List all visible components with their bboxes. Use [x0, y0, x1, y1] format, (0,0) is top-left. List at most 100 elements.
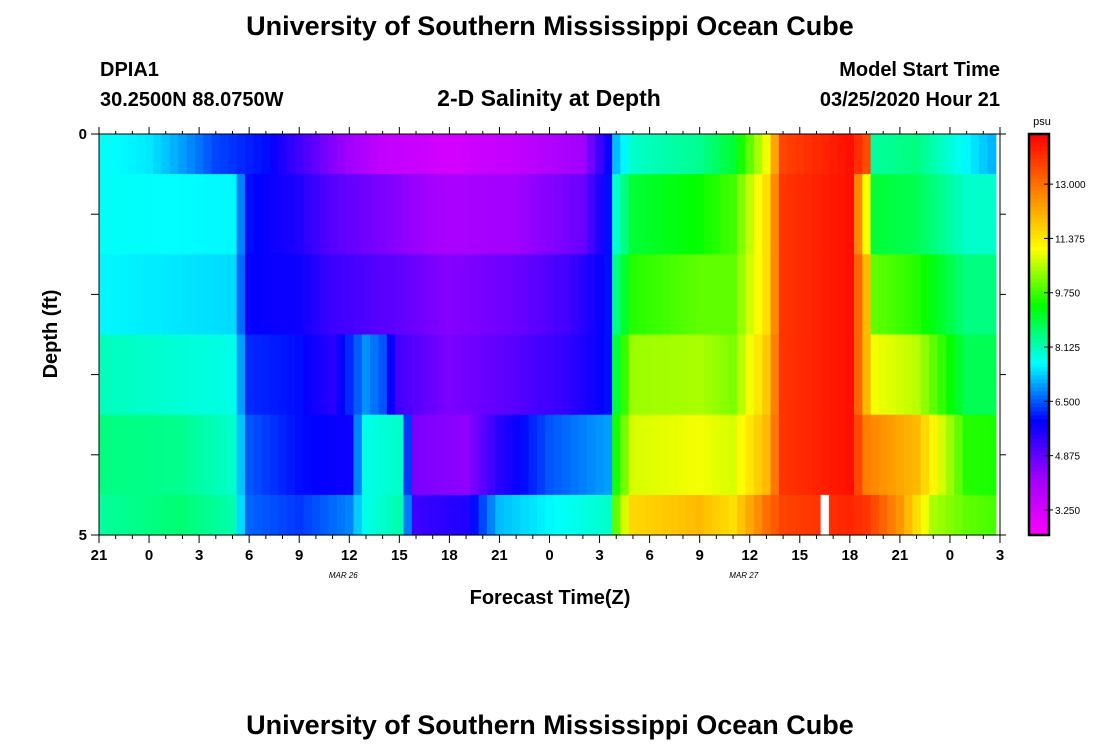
heatmap-cell: [311, 334, 321, 416]
heatmap-cell: [520, 174, 530, 255]
heatmap-cell: [245, 414, 254, 496]
heatmap-cell: [511, 174, 521, 255]
heatmap-cell: [945, 134, 955, 175]
heatmap-cell: [99, 414, 104, 496]
heatmap-cell: [169, 414, 179, 496]
colorbar-segment: [1029, 462, 1049, 468]
heatmap-cell: [528, 174, 538, 255]
heatmap-cell: [962, 134, 972, 175]
heatmap-cell: [603, 334, 613, 416]
date-label: MAR 26: [329, 571, 358, 580]
heatmap-cell: [562, 174, 571, 255]
heatmap-cell: [720, 174, 730, 255]
heatmap-cell: [712, 134, 722, 175]
heatmap-cell: [670, 134, 680, 175]
heatmap-cell: [403, 254, 413, 336]
heatmap-cell: [328, 254, 338, 336]
heatmap-cell: [870, 254, 880, 336]
colorbar-segment: [1029, 206, 1049, 211]
heatmap-cell: [745, 414, 755, 496]
heatmap-cell: [612, 174, 622, 255]
heatmap-cell: [128, 174, 138, 255]
heatmap-cell: [428, 254, 438, 336]
heatmap-cell: [879, 174, 888, 255]
heatmap-cell: [245, 174, 254, 255]
heatmap-cell: [887, 174, 897, 255]
heatmap-cell: [820, 414, 830, 496]
heatmap-cell: [920, 254, 930, 336]
heatmap-cell: [470, 174, 480, 255]
heatmap-cell: [645, 134, 655, 175]
heatmap-cell: [245, 254, 254, 336]
colorbar-segment: [1029, 242, 1049, 247]
heatmap-cell: [169, 494, 179, 536]
heatmap-cell: [203, 254, 213, 336]
heatmap-cell: [345, 494, 355, 536]
heatmap-cell: [136, 414, 146, 496]
heatmap-cell: [854, 134, 863, 175]
heatmap-cell: [912, 414, 922, 496]
heatmap-cell: [870, 494, 880, 536]
heatmap-cell: [228, 254, 238, 336]
heatmap-cell: [845, 414, 855, 496]
heatmap-cell: [311, 134, 321, 175]
heatmap-cell: [603, 414, 613, 496]
heatmap-cell: [987, 134, 997, 175]
heatmap-cell: [795, 174, 805, 255]
colorbar-segment: [1029, 510, 1049, 516]
heatmap-cell: [887, 134, 897, 175]
heatmap-cell: [270, 174, 279, 255]
colorbar-segment: [1029, 342, 1049, 348]
heatmap-cell: [428, 494, 438, 536]
heatmap-cell: [795, 334, 805, 416]
heatmap-cell: [920, 174, 930, 255]
colorbar-segment: [1029, 254, 1049, 259]
heatmap-cell: [203, 174, 213, 255]
heatmap-cell: [203, 414, 213, 496]
heatmap-cell: [370, 254, 380, 336]
heatmap-cell: [186, 334, 196, 416]
heatmap-cell: [228, 494, 238, 536]
heatmap-cell: [328, 174, 338, 255]
colorbar-segment: [1029, 310, 1049, 316]
colorbar-segment: [1029, 486, 1049, 492]
heatmap-cell: [478, 174, 488, 255]
heatmap-cell: [336, 174, 346, 255]
heatmap-cell: [528, 494, 538, 536]
heatmap-cell: [103, 254, 113, 336]
heatmap-cell: [261, 334, 271, 416]
heatmap-cell: [962, 494, 972, 536]
colorbar-unit: psu: [1033, 116, 1051, 128]
heatmap-cell: [278, 334, 288, 416]
heatmap-cell: [904, 494, 913, 536]
heatmap-cell: [845, 134, 855, 175]
colorbar-segment: [1029, 174, 1049, 179]
heatmap-cell: [153, 494, 163, 536]
heatmap-cell: [787, 134, 797, 175]
heatmap-cell: [912, 494, 922, 536]
heatmap-cell: [436, 254, 446, 336]
colorbar-segment: [1029, 234, 1049, 239]
heatmap-cell: [520, 414, 530, 496]
heatmap-cell: [795, 254, 805, 336]
heatmap-cell: [420, 334, 430, 416]
heatmap-cell: [445, 334, 455, 416]
colorbar-segment: [1029, 294, 1049, 300]
heatmap-cell: [570, 494, 580, 536]
heatmap-cell: [612, 414, 622, 496]
heatmap-cell: [353, 334, 363, 416]
heatmap-cell: [620, 334, 630, 416]
colorbar-segment: [1029, 454, 1049, 460]
heatmap-cell: [370, 414, 380, 496]
heatmap-cell: [236, 174, 246, 255]
heatmap-cell: [803, 174, 813, 255]
heatmap-cell: [219, 254, 229, 336]
heatmap-cell: [703, 254, 713, 336]
colorbar-segment: [1029, 330, 1049, 336]
heatmap-cell: [111, 494, 121, 536]
colorbar-segment: [1029, 366, 1049, 372]
heatmap-cell: [461, 174, 471, 255]
colorbar-segment: [1029, 414, 1049, 420]
heatmap-cell: [753, 414, 763, 496]
colorbar-segment: [1029, 358, 1049, 364]
